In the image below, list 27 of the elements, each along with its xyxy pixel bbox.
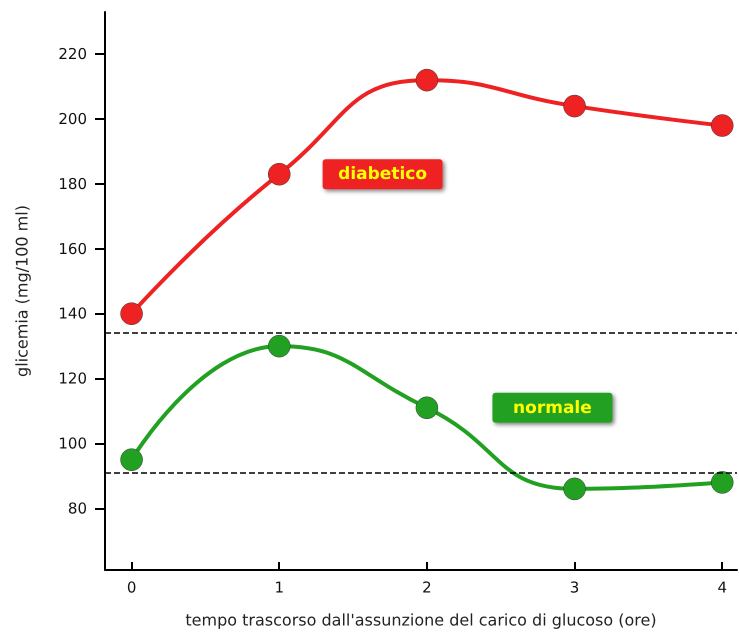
y-tick-label: 220 <box>58 45 87 64</box>
point <box>268 334 290 358</box>
point <box>416 396 438 420</box>
x-axis-title: tempo trascorso dall'assunzione del carico di glucoso (ore) <box>185 610 657 630</box>
x-tick-label: 4 <box>717 578 728 596</box>
series-label: diabetico <box>338 164 428 184</box>
y-axis-title: glicemia (mg/100 ml) <box>12 205 32 377</box>
point <box>120 302 143 325</box>
point <box>711 114 734 137</box>
x-tick-label: 0 <box>126 578 136 596</box>
x-tick-label: 1 <box>274 578 284 596</box>
point <box>563 478 586 500</box>
x-tick-label: 3 <box>570 578 580 596</box>
text: normale <box>513 398 592 418</box>
point <box>563 94 586 118</box>
y-tick-label: 120 <box>58 370 87 388</box>
x-tick-label: 2 <box>422 578 432 596</box>
y-tick-label: 200 <box>58 110 87 128</box>
point <box>120 448 143 471</box>
y-tick-label: 160 <box>58 240 87 258</box>
y-tick-label: 80 <box>68 499 87 518</box>
y-tick-label: 140 <box>58 304 87 323</box>
point <box>711 471 734 494</box>
y-tick-label: 180 <box>58 174 87 193</box>
y-tick-label: 100 <box>58 434 87 452</box>
point <box>416 68 438 92</box>
point <box>268 162 290 186</box>
